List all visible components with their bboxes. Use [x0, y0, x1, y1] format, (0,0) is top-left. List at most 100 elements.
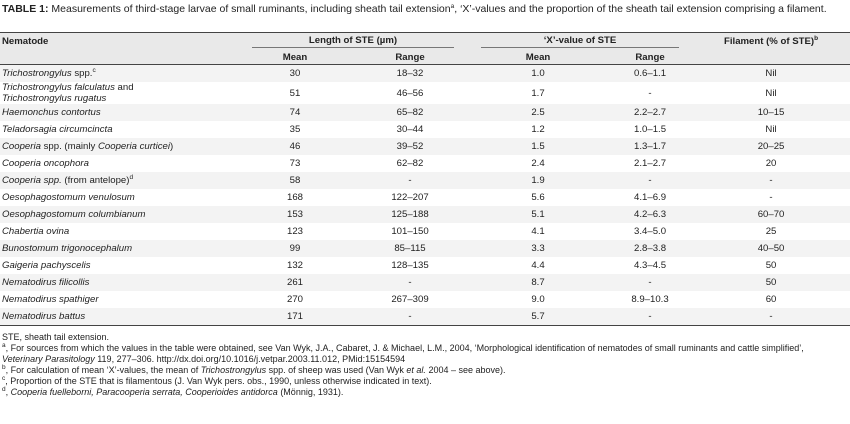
- table-row: Cooperia spp. (mainly Cooperia curticei)…: [0, 138, 850, 155]
- text-run: spp. (mainly: [40, 141, 98, 152]
- value-cell: 30–44: [396, 124, 424, 135]
- text-run: ,: [5, 387, 11, 397]
- text-run: d: [2, 386, 6, 393]
- value-cell: 4.1–6.9: [634, 192, 667, 203]
- text-run: c: [2, 375, 6, 382]
- text-run: spp. of sheep was used (Van Wyk: [266, 365, 407, 375]
- value-cell: 2.8–3.8: [634, 243, 667, 254]
- header-cell: Filament (% of STE)b: [692, 32, 850, 50]
- footnote: a, For sources from which the values in …: [2, 342, 846, 365]
- value-cell: 4.4: [531, 260, 545, 271]
- value-cell: -: [648, 175, 652, 186]
- value-cell: 46: [289, 141, 301, 152]
- value-cell: -: [769, 192, 773, 203]
- value-cell: 270: [286, 294, 303, 305]
- text-run: Cooperia: [2, 141, 41, 152]
- value-cell: 5.1: [531, 209, 545, 220]
- text-run: b: [2, 364, 6, 371]
- value-cell: 122–207: [391, 192, 429, 203]
- text-run: Veterinary Parasitology: [2, 354, 95, 364]
- text-run: (from antelope): [61, 175, 130, 186]
- table-row: Chabertia ovina 123 101–150 4.1 3.4–5.0 25: [0, 223, 850, 240]
- nematode-cell: Nematodirus filicollis: [0, 274, 238, 291]
- text-run: Haemonchus contortus: [2, 107, 101, 118]
- nematode-cell: Chabertia ovina: [0, 223, 238, 240]
- footnote: c, Proportion of the STE that is filamen…: [2, 375, 846, 387]
- value-cell: 73: [289, 158, 301, 169]
- nematode-cell: Bunostomum trigonocephalum: [0, 240, 238, 257]
- value-cell: 8.7: [531, 277, 545, 288]
- text-run: , Proportion of the STE that is filament…: [5, 376, 432, 386]
- value-cell: 10–15: [757, 107, 785, 118]
- value-cell: 1.3–1.7: [634, 141, 667, 152]
- text-run: Trichostrongylus: [200, 365, 267, 375]
- value-cell: -: [352, 308, 469, 326]
- table-header: Nematode Length of STE (µm) ‘X’-value of…: [0, 32, 850, 65]
- value-cell: -: [692, 308, 850, 326]
- text-run: Nematodirus filicollis: [2, 277, 90, 288]
- header-cell: [0, 50, 238, 65]
- caption: TABLE 1: Measurements of third-stage lar…: [0, 0, 850, 32]
- nematode-cell: Trichostrongylus falculatus and Trichost…: [0, 82, 238, 104]
- table-row: Bunostomum trigonocephalum 99 85–115 3.3 2.8…: [0, 240, 850, 257]
- header-cell: Mean: [238, 50, 352, 65]
- value-cell: 46–56: [396, 87, 424, 99]
- value-cell: 18–32: [396, 68, 424, 79]
- value-cell: -: [408, 277, 412, 288]
- value-cell: Nil: [765, 87, 777, 99]
- text-run: Oesophagostomum columbianum: [2, 209, 146, 220]
- table-row: Cooperia oncophora 73 62–82 2.4 2.1–2.7 20: [0, 155, 850, 172]
- header-cell: [692, 50, 850, 65]
- text-run: (Mönnig, 1931).: [277, 387, 344, 397]
- table-row: Cooperia spp. (from antelope)d 58 - 1.9 - -: [0, 172, 850, 189]
- value-cell: 1.0: [531, 68, 545, 79]
- value-cell: 85–115: [394, 243, 426, 254]
- table-row: Gaigeria pachyscelis 132 128–135 4.4 4.3–4.5…: [0, 257, 850, 274]
- value-cell: 30: [289, 68, 301, 79]
- value-cell: 39–52: [396, 141, 424, 152]
- value-cell: -: [408, 175, 412, 186]
- value-cell: 35: [289, 124, 301, 135]
- value-cell: -: [608, 308, 693, 326]
- header-cell: Mean: [468, 50, 609, 65]
- footnotes: STE, sheath tail extension. a, For source…: [0, 326, 850, 398]
- text-run: 2004 – see above).: [425, 365, 506, 375]
- nematode-cell: Oesophagostomum venulosum: [0, 189, 238, 206]
- value-cell: Nil: [765, 124, 777, 135]
- header-cell: Length of STE (µm): [238, 32, 469, 50]
- value-cell: -: [769, 175, 773, 186]
- nematode-cell: Cooperia oncophora: [0, 155, 238, 172]
- value-cell: 50: [765, 277, 777, 288]
- table-body: Trichostrongylus spp.c 30 18–32 1.0 0.6–1.1 N…: [0, 64, 850, 326]
- value-cell: 60–70: [757, 209, 785, 220]
- nematode-cell: Gaigeria pachyscelis: [0, 257, 238, 274]
- value-cell: 2.1–2.7: [634, 158, 667, 169]
- value-cell: 128–135: [391, 260, 429, 271]
- value-cell: 2.2–2.7: [634, 107, 667, 118]
- value-cell: 101–150: [391, 226, 429, 237]
- text-run: , ‘X’-values and the proportion of the s…: [454, 3, 827, 15]
- table-row: Trichostrongylus spp.c 30 18–32 1.0 0.6–1.1 N…: [0, 64, 850, 82]
- value-cell: 125–188: [391, 209, 429, 220]
- text-run: Trichostrongylus rugatus: [2, 93, 107, 104]
- table-row: Nematodirus spathiger 270 267–309 9.0 8.9–10…: [0, 291, 850, 308]
- value-cell: 99: [289, 243, 301, 254]
- value-cell: 5.7: [468, 308, 609, 326]
- subheader-row: Mean Range Mean Range: [0, 50, 850, 65]
- value-cell: 25: [765, 226, 777, 237]
- value-cell: 1.7: [531, 87, 545, 99]
- value-cell: 0.6–1.1: [634, 68, 667, 79]
- value-cell: 50: [765, 260, 777, 271]
- header-cell: ‘X’-value of STE: [468, 32, 693, 50]
- text-run: Cooperia spp.: [2, 175, 62, 186]
- footnote: STE, sheath tail extension.: [2, 332, 846, 343]
- text-run: d: [129, 174, 134, 181]
- value-cell: 58: [289, 175, 301, 186]
- value-cell: 168: [286, 192, 303, 203]
- footnote: b, For calculation of mean ‘X’-values, t…: [2, 364, 846, 376]
- value-cell: 153: [286, 209, 303, 220]
- text-run: ): [170, 141, 174, 152]
- footnote: d, Cooperia fuelleborni, Paracooperia se…: [2, 386, 846, 398]
- value-cell: 4.2–6.3: [634, 209, 667, 220]
